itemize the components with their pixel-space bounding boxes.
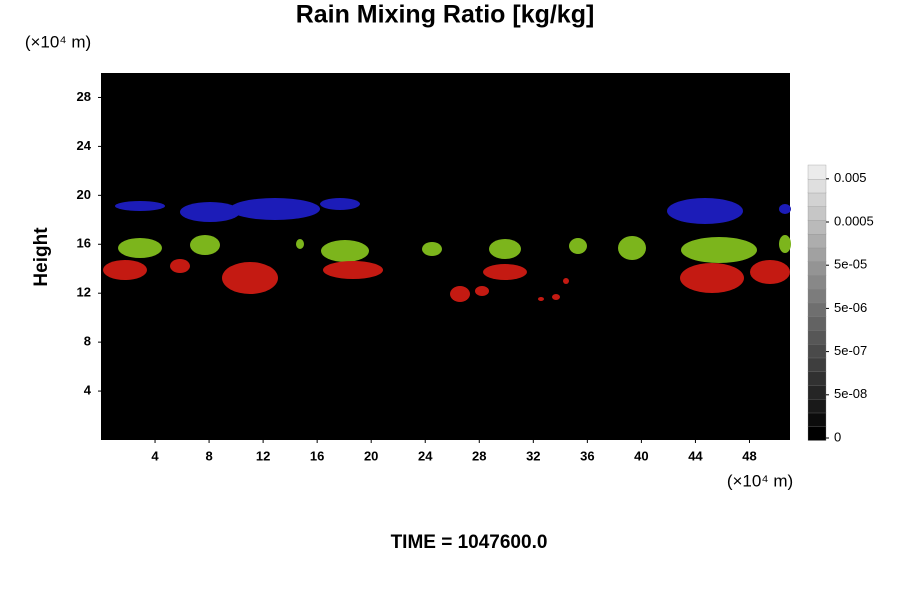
y-tick-label: 28 xyxy=(77,89,91,104)
x-tick-label: 16 xyxy=(310,448,324,463)
colorbar-tick-label: 0.0005 xyxy=(834,213,874,228)
plot-area xyxy=(101,73,790,440)
colorbar-step xyxy=(807,302,827,317)
x-tick-label: 48 xyxy=(742,448,756,463)
footer: TIME = 1047600.0 xyxy=(391,532,548,553)
x-tick-label: 40 xyxy=(634,448,648,463)
x-unit: (×10⁴ m) xyxy=(727,471,793,490)
colorbar-step xyxy=(807,426,827,441)
colorbar-step xyxy=(807,261,827,276)
colorbar-tick-label: 5e-07 xyxy=(834,343,867,358)
colorbar-step xyxy=(807,316,827,331)
colorbar-step xyxy=(807,274,827,290)
colorbar-step xyxy=(807,164,827,180)
y-tick-label: 12 xyxy=(77,285,91,300)
y-tick-label: 4 xyxy=(84,383,92,398)
colorbar-step xyxy=(807,384,827,400)
colorbar-step xyxy=(807,288,827,304)
colorbar: 0 5e-08 5e-07 5e-06 5e-05 0.0005 0.005 xyxy=(807,164,874,444)
x-tick-label: 24 xyxy=(418,448,433,463)
colorbar-step xyxy=(807,412,827,427)
x-tick-label: 12 xyxy=(256,448,270,463)
y-tick-label: 8 xyxy=(84,334,91,349)
field xyxy=(103,198,791,302)
colorbar-step xyxy=(807,343,827,359)
y-tick-label: 24 xyxy=(77,138,92,153)
colorbar-tick-label: 5e-05 xyxy=(834,257,867,272)
x-tick-label: 20 xyxy=(364,448,378,463)
colorbar-step xyxy=(807,398,827,414)
colorbar-step xyxy=(807,192,827,207)
x-tick-label: 8 xyxy=(205,448,212,463)
colorbar-tick-label: 5e-06 xyxy=(834,300,867,315)
colorbar-step xyxy=(807,206,827,221)
y-axis-label: Height xyxy=(31,227,52,287)
chart-title: Rain Mixing Ratio [kg/kg] xyxy=(296,1,595,29)
colorbar-step xyxy=(807,233,827,249)
x-tick-label: 32 xyxy=(526,448,540,463)
colorbar-tick-label: 5e-08 xyxy=(834,386,867,401)
x-tick-label: 36 xyxy=(580,448,594,463)
colorbar-step xyxy=(807,329,827,345)
colorbar-tick-label: 0 xyxy=(834,429,841,444)
colorbar-step xyxy=(807,371,827,386)
x-tick-label: 4 xyxy=(151,448,159,463)
colorbar-step xyxy=(807,178,827,194)
y-tick-label: 20 xyxy=(77,187,91,202)
colorbar-tick-label: 0.005 xyxy=(834,170,867,185)
colorbar-step xyxy=(807,247,827,262)
colorbar-step xyxy=(807,219,827,235)
x-tick-label: 28 xyxy=(472,448,486,463)
y-tick-label: 16 xyxy=(77,236,91,251)
x-tick-label: 44 xyxy=(688,448,703,463)
y-unit: (×10⁴ m) xyxy=(25,32,91,51)
colorbar-step xyxy=(807,357,827,372)
